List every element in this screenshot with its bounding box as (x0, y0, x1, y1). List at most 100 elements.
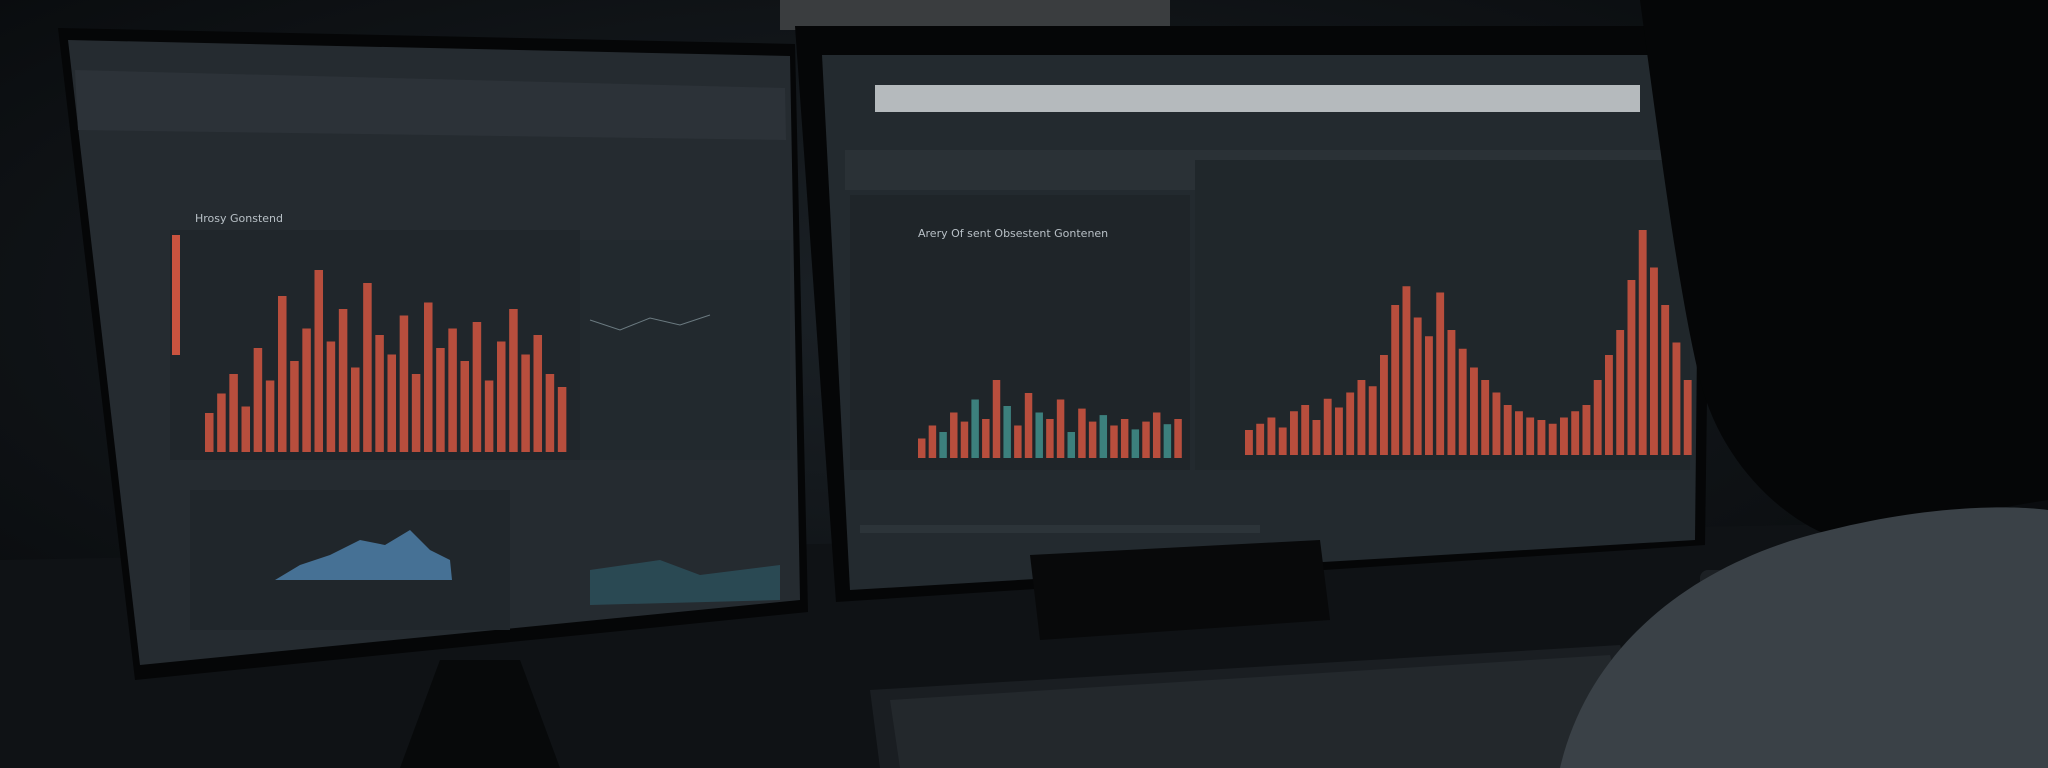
bar (448, 328, 457, 452)
mini-chart (590, 560, 780, 605)
bar (1120, 419, 1129, 458)
left-stand (400, 660, 560, 768)
left-indicator (172, 235, 180, 355)
bar (1142, 421, 1150, 458)
bar (1035, 412, 1043, 458)
bar (1515, 411, 1523, 455)
bar (982, 419, 990, 458)
bar (1099, 415, 1108, 458)
bar (1548, 423, 1557, 455)
window-light (780, 0, 1170, 30)
bar (1088, 421, 1097, 458)
bar (314, 270, 324, 452)
bar (939, 432, 947, 458)
bar (1537, 420, 1546, 455)
bar (1278, 427, 1287, 455)
bar (497, 341, 506, 452)
bar (205, 413, 214, 452)
left-toolbar (75, 70, 786, 140)
bar (1447, 330, 1456, 455)
bar (290, 361, 299, 452)
bar (326, 341, 336, 452)
bar (278, 296, 287, 452)
bar (1152, 412, 1161, 458)
bar (1346, 392, 1355, 455)
bar (1174, 419, 1182, 458)
bar (1413, 317, 1422, 455)
bar (1024, 393, 1033, 458)
left-title: Hrosy Gonstend (195, 212, 283, 225)
bar (217, 393, 226, 452)
bar (1301, 405, 1310, 455)
right-center-panel (850, 195, 1190, 470)
bar (960, 421, 969, 458)
bar (472, 322, 482, 452)
bar (1357, 380, 1366, 455)
bar (338, 309, 348, 452)
bar (436, 348, 445, 452)
person-shirt (1560, 507, 2048, 768)
bar (1402, 286, 1411, 455)
bar (1526, 417, 1535, 455)
area-chart (275, 530, 452, 580)
bar (1503, 405, 1512, 455)
bar (992, 380, 1001, 458)
bar (265, 380, 275, 452)
bar (1593, 380, 1602, 455)
bar (302, 328, 311, 452)
bar (387, 354, 397, 452)
bar (1560, 417, 1568, 455)
bar (928, 425, 937, 458)
bar (533, 335, 543, 452)
bar (399, 315, 409, 452)
bar (1290, 411, 1298, 455)
bar (241, 406, 251, 452)
bar (1683, 380, 1692, 455)
left-side-panel (580, 240, 790, 460)
bar (424, 302, 433, 452)
bar (1131, 429, 1140, 458)
bar (1046, 419, 1054, 458)
bar (1380, 355, 1388, 455)
bar (1627, 280, 1636, 455)
bar (1391, 305, 1400, 455)
bar (971, 399, 979, 458)
bar (1110, 425, 1118, 458)
bar (1003, 406, 1011, 458)
bar (375, 335, 384, 452)
bar (1425, 336, 1433, 455)
bar (1672, 342, 1681, 455)
bar (1661, 305, 1670, 455)
bar (1067, 432, 1075, 458)
bar (521, 354, 530, 452)
right-stand (1030, 540, 1330, 640)
bar (545, 374, 555, 452)
bar (411, 374, 421, 452)
bar (1014, 425, 1022, 458)
bar (1650, 267, 1658, 455)
bar (1368, 386, 1377, 455)
bar (484, 380, 494, 452)
bar (351, 367, 360, 452)
bar (1571, 411, 1580, 455)
bar (1492, 392, 1501, 455)
bar (363, 283, 372, 452)
right-title: Arery Of sent Obsestent Gontenen (918, 227, 1108, 240)
bar (1616, 330, 1625, 455)
bar (1056, 399, 1065, 458)
bar (1078, 408, 1086, 458)
bar (509, 309, 518, 452)
bar (460, 361, 470, 452)
bar (1335, 407, 1343, 455)
bar (950, 412, 958, 458)
right-footer (860, 525, 1260, 533)
bar (918, 438, 926, 458)
bar (1638, 230, 1647, 455)
keys (890, 655, 1640, 768)
bar (1458, 348, 1467, 455)
bar (1256, 423, 1265, 455)
bar (1582, 405, 1591, 455)
person-head (1640, 0, 2048, 540)
browser-bar (875, 85, 1640, 112)
bar (1470, 367, 1478, 455)
